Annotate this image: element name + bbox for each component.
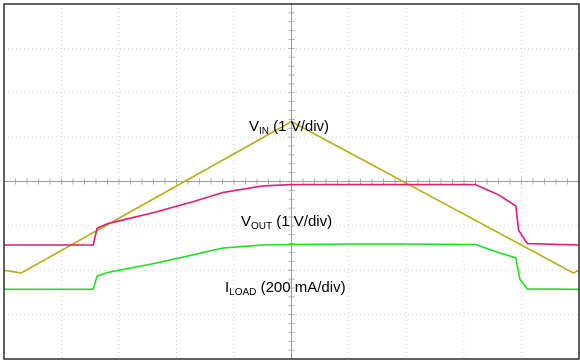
- label-scale: (200 mA/div): [256, 279, 345, 296]
- label-vin: VIN (1 V/div): [249, 118, 329, 137]
- plot-frame: [3, 3, 580, 360]
- trace-vin: [3, 120, 580, 274]
- traces: [3, 120, 580, 291]
- label-vout: VOUT (1 V/div): [241, 213, 332, 232]
- trace-vout: [4, 183, 580, 246]
- label-scale: (1 V/div): [272, 213, 332, 230]
- label-subscript: IN: [259, 126, 269, 137]
- label-main: V: [241, 213, 251, 230]
- trace-iload: [4, 243, 580, 291]
- trace-labels: VIN (1 V/div)VOUT (1 V/div)ILOAD (200 mA…: [225, 118, 346, 298]
- label-iload: ILOAD (200 mA/div): [225, 279, 346, 298]
- label-subscript: OUT: [251, 221, 272, 232]
- grid: [4, 4, 579, 359]
- label-scale: (1 V/div): [269, 118, 329, 135]
- label-main: V: [249, 118, 259, 135]
- label-subscript: LOAD: [229, 287, 256, 298]
- label-main: I: [225, 279, 229, 296]
